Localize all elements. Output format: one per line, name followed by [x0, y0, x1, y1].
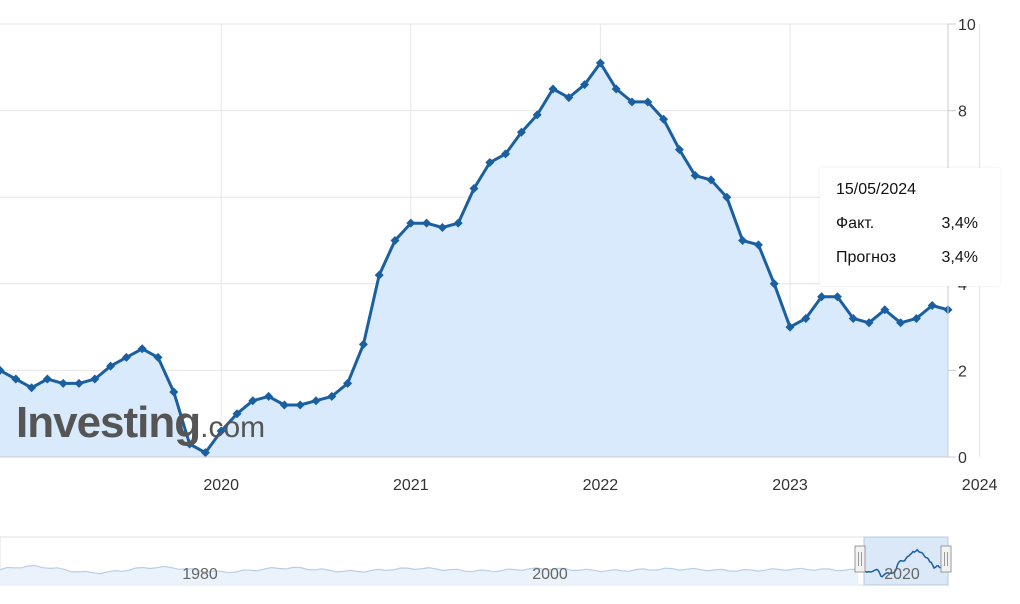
handle-body — [940, 545, 952, 573]
data-point — [690, 171, 700, 181]
data-point — [311, 396, 321, 406]
data-point — [469, 184, 479, 194]
data-point — [27, 383, 37, 393]
x-tick-label: 2022 — [583, 477, 619, 494]
data-point — [722, 192, 732, 202]
data-point — [248, 396, 258, 406]
data-point — [817, 292, 827, 302]
data-point — [595, 58, 605, 68]
data-point — [501, 149, 511, 159]
watermark-suffix: .com — [200, 411, 266, 444]
navigator-handle[interactable] — [854, 545, 866, 573]
data-point — [659, 114, 669, 124]
data-point — [90, 374, 100, 384]
data-point — [801, 313, 811, 323]
data-point — [848, 313, 858, 323]
tooltip: 15/05/2024 Факт. 3,4% Прогноз 3,4% — [820, 168, 1000, 286]
data-point — [706, 175, 716, 185]
y-tick-label: 2 — [958, 363, 967, 380]
data-point — [753, 240, 763, 250]
x-tick-label: 2020 — [203, 477, 239, 494]
data-point — [580, 80, 590, 90]
x-tick-label: 2023 — [772, 477, 808, 494]
data-point — [232, 409, 242, 419]
tooltip-row-forecast: Прогноз 3,4% — [836, 249, 978, 267]
data-point — [880, 305, 890, 315]
data-point — [153, 352, 163, 362]
y-tick-label: 0 — [958, 450, 967, 467]
data-point — [674, 145, 684, 155]
tooltip-date: 15/05/2024 — [836, 181, 917, 198]
navigator-selection — [863, 536, 949, 586]
data-point — [548, 84, 558, 94]
data-point — [564, 93, 574, 103]
data-point — [532, 110, 542, 120]
data-point — [390, 236, 400, 245]
navigator-history-area — [0, 565, 858, 585]
data-point — [106, 361, 116, 371]
data-point — [611, 84, 621, 94]
navigator-label: 2000 — [532, 566, 568, 583]
x-axis: 2020 2021 2022 2023 2024 — [0, 456, 998, 494]
data-point — [911, 313, 921, 323]
y-tick-label: 10 — [958, 17, 976, 34]
data-point — [169, 387, 179, 397]
tooltip-row-actual: Факт. 3,4% — [836, 215, 978, 233]
navigator[interactable]: 1980 2000 2020 — [0, 536, 952, 586]
data-point — [137, 344, 147, 354]
navigator-handle[interactable] — [940, 545, 952, 573]
tooltip-actual-value: 3,4% — [941, 215, 978, 232]
data-point — [406, 218, 416, 228]
tooltip-forecast-label: Прогноз — [836, 249, 897, 266]
handle-body — [854, 545, 866, 573]
data-point — [785, 322, 795, 332]
data-point — [58, 378, 68, 388]
navigator-label: 2020 — [884, 566, 920, 583]
data-point — [516, 127, 526, 137]
data-point — [327, 391, 337, 401]
data-point — [643, 97, 653, 107]
data-point — [453, 218, 463, 228]
data-point — [121, 352, 131, 362]
data-point — [279, 400, 289, 410]
x-tick-label: 2021 — [393, 477, 429, 494]
data-point — [769, 279, 779, 289]
data-point — [42, 374, 52, 384]
watermark-logo: Investing.com — [16, 398, 265, 448]
data-point — [422, 218, 432, 228]
y-tick-label: 8 — [958, 104, 967, 121]
data-point — [437, 223, 447, 233]
data-point — [295, 400, 305, 410]
navigator-history-line — [0, 565, 859, 575]
tooltip-forecast-value: 3,4% — [941, 249, 978, 266]
data-point — [264, 391, 274, 401]
data-point — [358, 339, 368, 349]
data-point — [185, 439, 195, 449]
data-point — [864, 318, 874, 328]
series-area — [0, 63, 948, 457]
tooltip-actual-label: Факт. — [836, 215, 875, 232]
data-point — [11, 374, 21, 384]
data-point — [200, 448, 210, 458]
navigator-recent-line — [863, 548, 949, 578]
data-point — [374, 270, 384, 280]
data-point — [738, 236, 748, 245]
data-point — [74, 378, 84, 388]
data-point — [627, 97, 637, 107]
data-point — [343, 378, 353, 388]
watermark-text: Investing — [16, 398, 201, 447]
navigator-label: 1980 — [182, 566, 218, 583]
series-markers — [0, 58, 953, 458]
data-point — [832, 292, 842, 302]
data-point — [485, 158, 495, 168]
x-tick-label: 2024 — [962, 477, 998, 494]
data-point — [927, 300, 937, 310]
data-point — [0, 365, 5, 375]
data-point — [216, 426, 226, 436]
data-point — [896, 318, 906, 328]
